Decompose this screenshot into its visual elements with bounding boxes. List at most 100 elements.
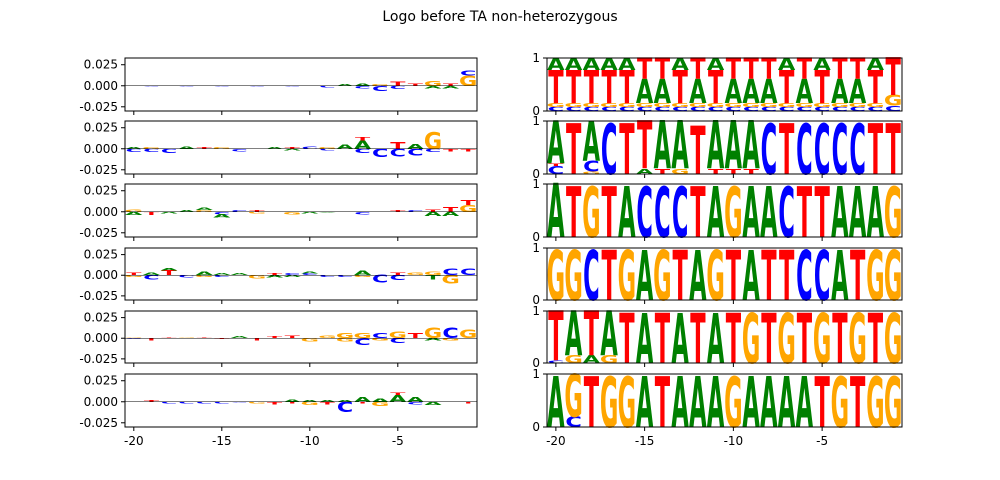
left-logo-letter: C xyxy=(178,274,194,278)
left-logo-letter: A xyxy=(266,274,284,278)
right-logo-letter: C xyxy=(832,106,849,113)
right-logo-letter: T xyxy=(672,238,687,317)
x-tick-label: -20 xyxy=(546,434,566,448)
right-panel-4: G G C T G A G T A G T A T T C C A T G G01 xyxy=(532,238,903,317)
right-logo-letter: C xyxy=(565,106,582,113)
left-logo-letter: A xyxy=(301,271,319,274)
right-logo-letter: G xyxy=(848,102,866,108)
right-logo-letter: A xyxy=(707,107,725,185)
y-tick-label: -0.025 xyxy=(79,100,118,114)
right-logo-letter: A xyxy=(671,301,689,380)
left-logo-letter: A xyxy=(354,82,372,86)
right-logo-letter: A xyxy=(618,174,635,255)
right-logo-letter: A xyxy=(867,174,884,255)
right-logo-letter: C xyxy=(583,158,600,175)
right-logo-letter: A xyxy=(636,238,654,317)
right-logo-letter: T xyxy=(797,301,812,380)
right-logo-letter: T xyxy=(814,174,830,255)
axes-frame xyxy=(546,373,903,428)
right-logo-letter: T xyxy=(797,174,813,255)
right-logo-letter: A xyxy=(742,107,760,185)
right-logo-letter: A xyxy=(636,167,653,176)
left-logo-letter: T xyxy=(443,205,459,213)
left-logo-letter: A xyxy=(284,148,302,151)
right-logo-letter: C xyxy=(725,106,742,113)
right-logo-letter: A xyxy=(725,107,743,185)
right-logo-letter: T xyxy=(548,62,564,114)
left-logo-letter: C xyxy=(372,332,388,340)
left-logo-letter: C xyxy=(319,275,335,278)
left-logo-letter: C xyxy=(372,84,388,92)
axes-frame xyxy=(124,247,478,301)
left-logo-letter: C xyxy=(178,85,194,86)
right-logo-letter: C xyxy=(707,106,724,113)
left-logo-letter: G xyxy=(406,272,424,276)
right-logo-letter: T xyxy=(566,62,582,114)
right-logo-letter: G xyxy=(653,102,671,108)
right-logo-letter: A xyxy=(849,73,866,112)
left-logo-letter: G xyxy=(389,330,407,341)
right-logo-letter: T xyxy=(690,301,705,380)
left-logo-letter: A xyxy=(196,85,214,86)
left-logo-letter: A xyxy=(319,400,337,403)
right-logo-letter: T xyxy=(885,48,900,108)
right-logo-letter: A xyxy=(725,73,742,112)
right-logo-letter: A xyxy=(654,107,672,185)
right-logo-letter: G xyxy=(884,364,902,445)
left-logo-letter: A xyxy=(354,395,372,403)
right-logo-letter: C xyxy=(832,111,849,192)
left-logo-letter: C xyxy=(460,267,476,278)
right-panel-5: CT GA AT GA T A T A T A T G T G T G T G T G01 xyxy=(532,298,903,380)
left-logo-letter: T xyxy=(285,335,300,339)
y-tick-label: 0.000 xyxy=(84,142,118,156)
left-logo-letter: A xyxy=(336,143,354,150)
left-logo-letter: T xyxy=(267,85,283,86)
y-tick-label: 0 xyxy=(532,104,540,118)
left-logo-letter: A xyxy=(336,211,354,212)
right-logo-letter: C xyxy=(867,106,884,113)
y-tick-label: 0.000 xyxy=(84,331,118,345)
right-logo-letter: T xyxy=(566,111,582,192)
left-logo-letter: A xyxy=(442,401,460,402)
axes-frame xyxy=(546,57,903,112)
left-logo-letter: C xyxy=(372,274,388,286)
left-logo-letter: T xyxy=(197,337,213,338)
left-logo-letter: A xyxy=(143,272,161,276)
left-logo-letter: A xyxy=(160,267,178,271)
left-logo-letter: T xyxy=(214,338,230,339)
right-panel-2: CTA T GCA C T AT TA GA T TA TA TA C T C C C C T T01 xyxy=(532,107,903,192)
y-tick-label: 0.025 xyxy=(84,248,118,262)
left-logo-letter: G xyxy=(177,337,195,338)
right-logo-letter: T xyxy=(868,111,884,192)
left-logo-letter: A xyxy=(301,211,319,214)
right-logo-letter: A xyxy=(778,55,796,75)
right-logo-letter: G xyxy=(582,171,600,175)
left-logo-letter: T xyxy=(144,400,159,403)
y-tick-label: 0 xyxy=(532,230,540,244)
right-logo-letter: T xyxy=(619,111,635,192)
right-logo-letter: T xyxy=(601,238,616,317)
right-logo-letter: G xyxy=(813,301,831,380)
right-logo-letter: A xyxy=(565,298,583,370)
left-logo-letter: T xyxy=(249,148,265,149)
left-logo-letter: G xyxy=(125,275,143,278)
left-logo-letter: C xyxy=(249,85,265,86)
right-logo-letter: G xyxy=(884,93,902,110)
y-tick-label: 1 xyxy=(532,177,540,191)
right-logo-letter: A xyxy=(636,364,653,445)
right-logo-letter: A xyxy=(654,73,671,112)
right-logo-letter: T xyxy=(619,62,635,114)
right-logo-letter: C xyxy=(636,106,653,113)
right-logo-letter: A xyxy=(760,364,777,445)
right-logo-letter: G xyxy=(884,301,902,380)
right-logo-letter: C xyxy=(548,106,565,113)
left-logo-letter: C xyxy=(390,85,406,91)
right-logo-letter: C xyxy=(778,106,795,113)
left-logo-letter: C xyxy=(354,337,370,348)
left-logo-letter: A xyxy=(389,394,407,405)
left-logo-letter: G xyxy=(318,335,336,339)
axes-frame xyxy=(124,183,478,238)
